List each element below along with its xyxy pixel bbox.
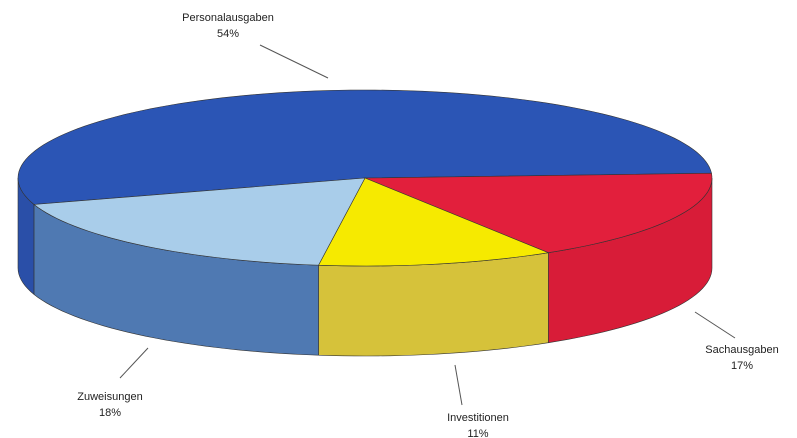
leader-line	[259, 44, 329, 79]
slice-label: Sachausgaben	[705, 344, 778, 356]
pie-slice	[364, 172, 713, 254]
slice-value-label: 54%	[217, 28, 239, 40]
leader-line	[694, 311, 736, 339]
pie-slice	[33, 177, 366, 266]
pie-slice	[318, 177, 550, 267]
slice-value-label: 11%	[467, 428, 488, 438]
slice-value-label: 17%	[731, 360, 753, 372]
pie-side	[318, 252, 549, 357]
pie-slice	[17, 89, 712, 205]
slice-label: Investitionen	[447, 412, 509, 424]
leader-line	[119, 347, 149, 379]
slice-label: Zuweisungen	[77, 391, 142, 403]
slice-label: Personalausgaben	[182, 12, 274, 24]
slice-value-label: 18%	[99, 407, 121, 419]
leader-line	[454, 364, 463, 406]
